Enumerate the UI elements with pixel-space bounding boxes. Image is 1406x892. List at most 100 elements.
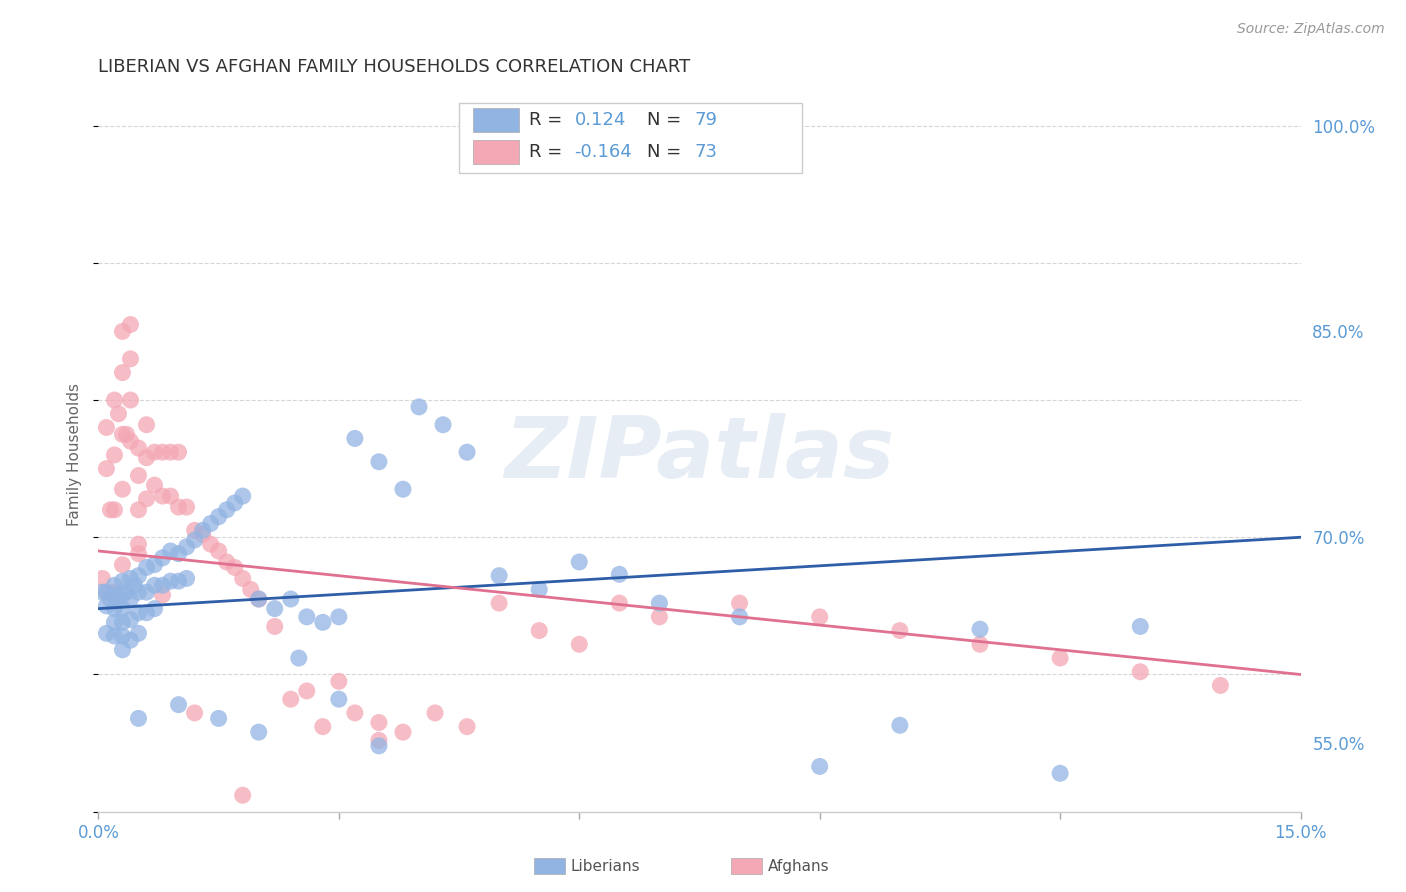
Point xyxy=(128,468,150,483)
Point xyxy=(152,588,174,602)
Point xyxy=(183,706,205,720)
Point xyxy=(215,503,238,517)
Point xyxy=(111,629,134,643)
Point xyxy=(648,610,671,624)
Point xyxy=(247,592,270,607)
Point xyxy=(143,445,166,459)
Point xyxy=(96,420,118,434)
Text: 0.124: 0.124 xyxy=(575,112,626,129)
Point xyxy=(239,582,262,597)
Point xyxy=(120,392,142,407)
Point xyxy=(343,706,366,720)
Point xyxy=(128,606,150,620)
Point xyxy=(120,592,142,607)
Point xyxy=(167,445,190,459)
Point xyxy=(263,619,285,633)
Point xyxy=(408,400,430,414)
Point xyxy=(312,720,335,734)
Point xyxy=(128,537,150,551)
Point xyxy=(143,578,166,592)
Point xyxy=(100,592,122,607)
Point xyxy=(167,574,190,589)
Point xyxy=(368,739,391,753)
Point xyxy=(120,613,142,627)
Point xyxy=(159,445,181,459)
Point xyxy=(392,482,415,496)
Point xyxy=(328,674,350,689)
Point xyxy=(128,585,150,599)
Point xyxy=(1049,766,1071,780)
Point xyxy=(280,592,302,607)
Point xyxy=(128,441,150,455)
Point xyxy=(111,601,134,615)
Point xyxy=(120,633,142,648)
Text: 73: 73 xyxy=(695,143,717,161)
Point xyxy=(115,427,138,442)
Point xyxy=(124,578,146,592)
Point xyxy=(648,596,671,610)
Text: 79: 79 xyxy=(695,112,717,129)
Text: Source: ZipAtlas.com: Source: ZipAtlas.com xyxy=(1237,22,1385,37)
Point xyxy=(1129,665,1152,679)
Point xyxy=(111,615,134,630)
Point xyxy=(183,524,205,538)
Point xyxy=(969,637,991,651)
Point xyxy=(208,711,231,725)
Point xyxy=(91,571,114,585)
Point xyxy=(111,366,134,380)
Point xyxy=(889,718,911,732)
Text: Liberians: Liberians xyxy=(571,859,641,873)
Point xyxy=(152,550,174,565)
Point xyxy=(96,626,118,640)
Point xyxy=(808,759,831,773)
Point xyxy=(232,489,254,503)
Point xyxy=(96,461,118,475)
Point xyxy=(96,599,118,613)
Point xyxy=(120,318,142,332)
Point xyxy=(159,489,181,503)
Bar xyxy=(474,139,519,164)
Point xyxy=(120,434,142,449)
Point xyxy=(568,637,591,651)
Point xyxy=(1129,619,1152,633)
Point xyxy=(135,450,157,465)
Point xyxy=(103,503,125,517)
Point xyxy=(128,626,150,640)
Point xyxy=(488,596,510,610)
Point xyxy=(568,555,591,569)
Point xyxy=(143,558,166,572)
Point xyxy=(167,547,190,561)
Point xyxy=(368,733,391,747)
Point xyxy=(115,585,138,599)
Point xyxy=(969,622,991,636)
Point xyxy=(103,601,125,615)
Point xyxy=(143,601,166,615)
Point xyxy=(128,547,150,561)
Point xyxy=(488,568,510,582)
Point xyxy=(111,574,134,589)
Point xyxy=(609,596,631,610)
Point xyxy=(167,500,190,514)
Point xyxy=(1049,651,1071,665)
Point xyxy=(423,706,446,720)
Point xyxy=(103,392,125,407)
Point xyxy=(135,585,157,599)
Point xyxy=(135,491,157,506)
Point xyxy=(343,432,366,446)
Point xyxy=(159,574,181,589)
Point xyxy=(103,585,125,599)
Point xyxy=(128,568,150,582)
Point xyxy=(728,610,751,624)
Point xyxy=(111,427,134,442)
Point xyxy=(312,615,335,630)
Point xyxy=(808,610,831,624)
Point xyxy=(176,500,198,514)
Point xyxy=(159,544,181,558)
Text: -0.164: -0.164 xyxy=(575,143,633,161)
Point xyxy=(128,503,150,517)
Y-axis label: Family Households: Family Households xyxy=(67,384,83,526)
Point xyxy=(328,692,350,706)
Text: LIBERIAN VS AFGHAN FAMILY HOUSEHOLDS CORRELATION CHART: LIBERIAN VS AFGHAN FAMILY HOUSEHOLDS COR… xyxy=(98,58,690,76)
Point xyxy=(200,537,222,551)
Point xyxy=(91,585,114,599)
